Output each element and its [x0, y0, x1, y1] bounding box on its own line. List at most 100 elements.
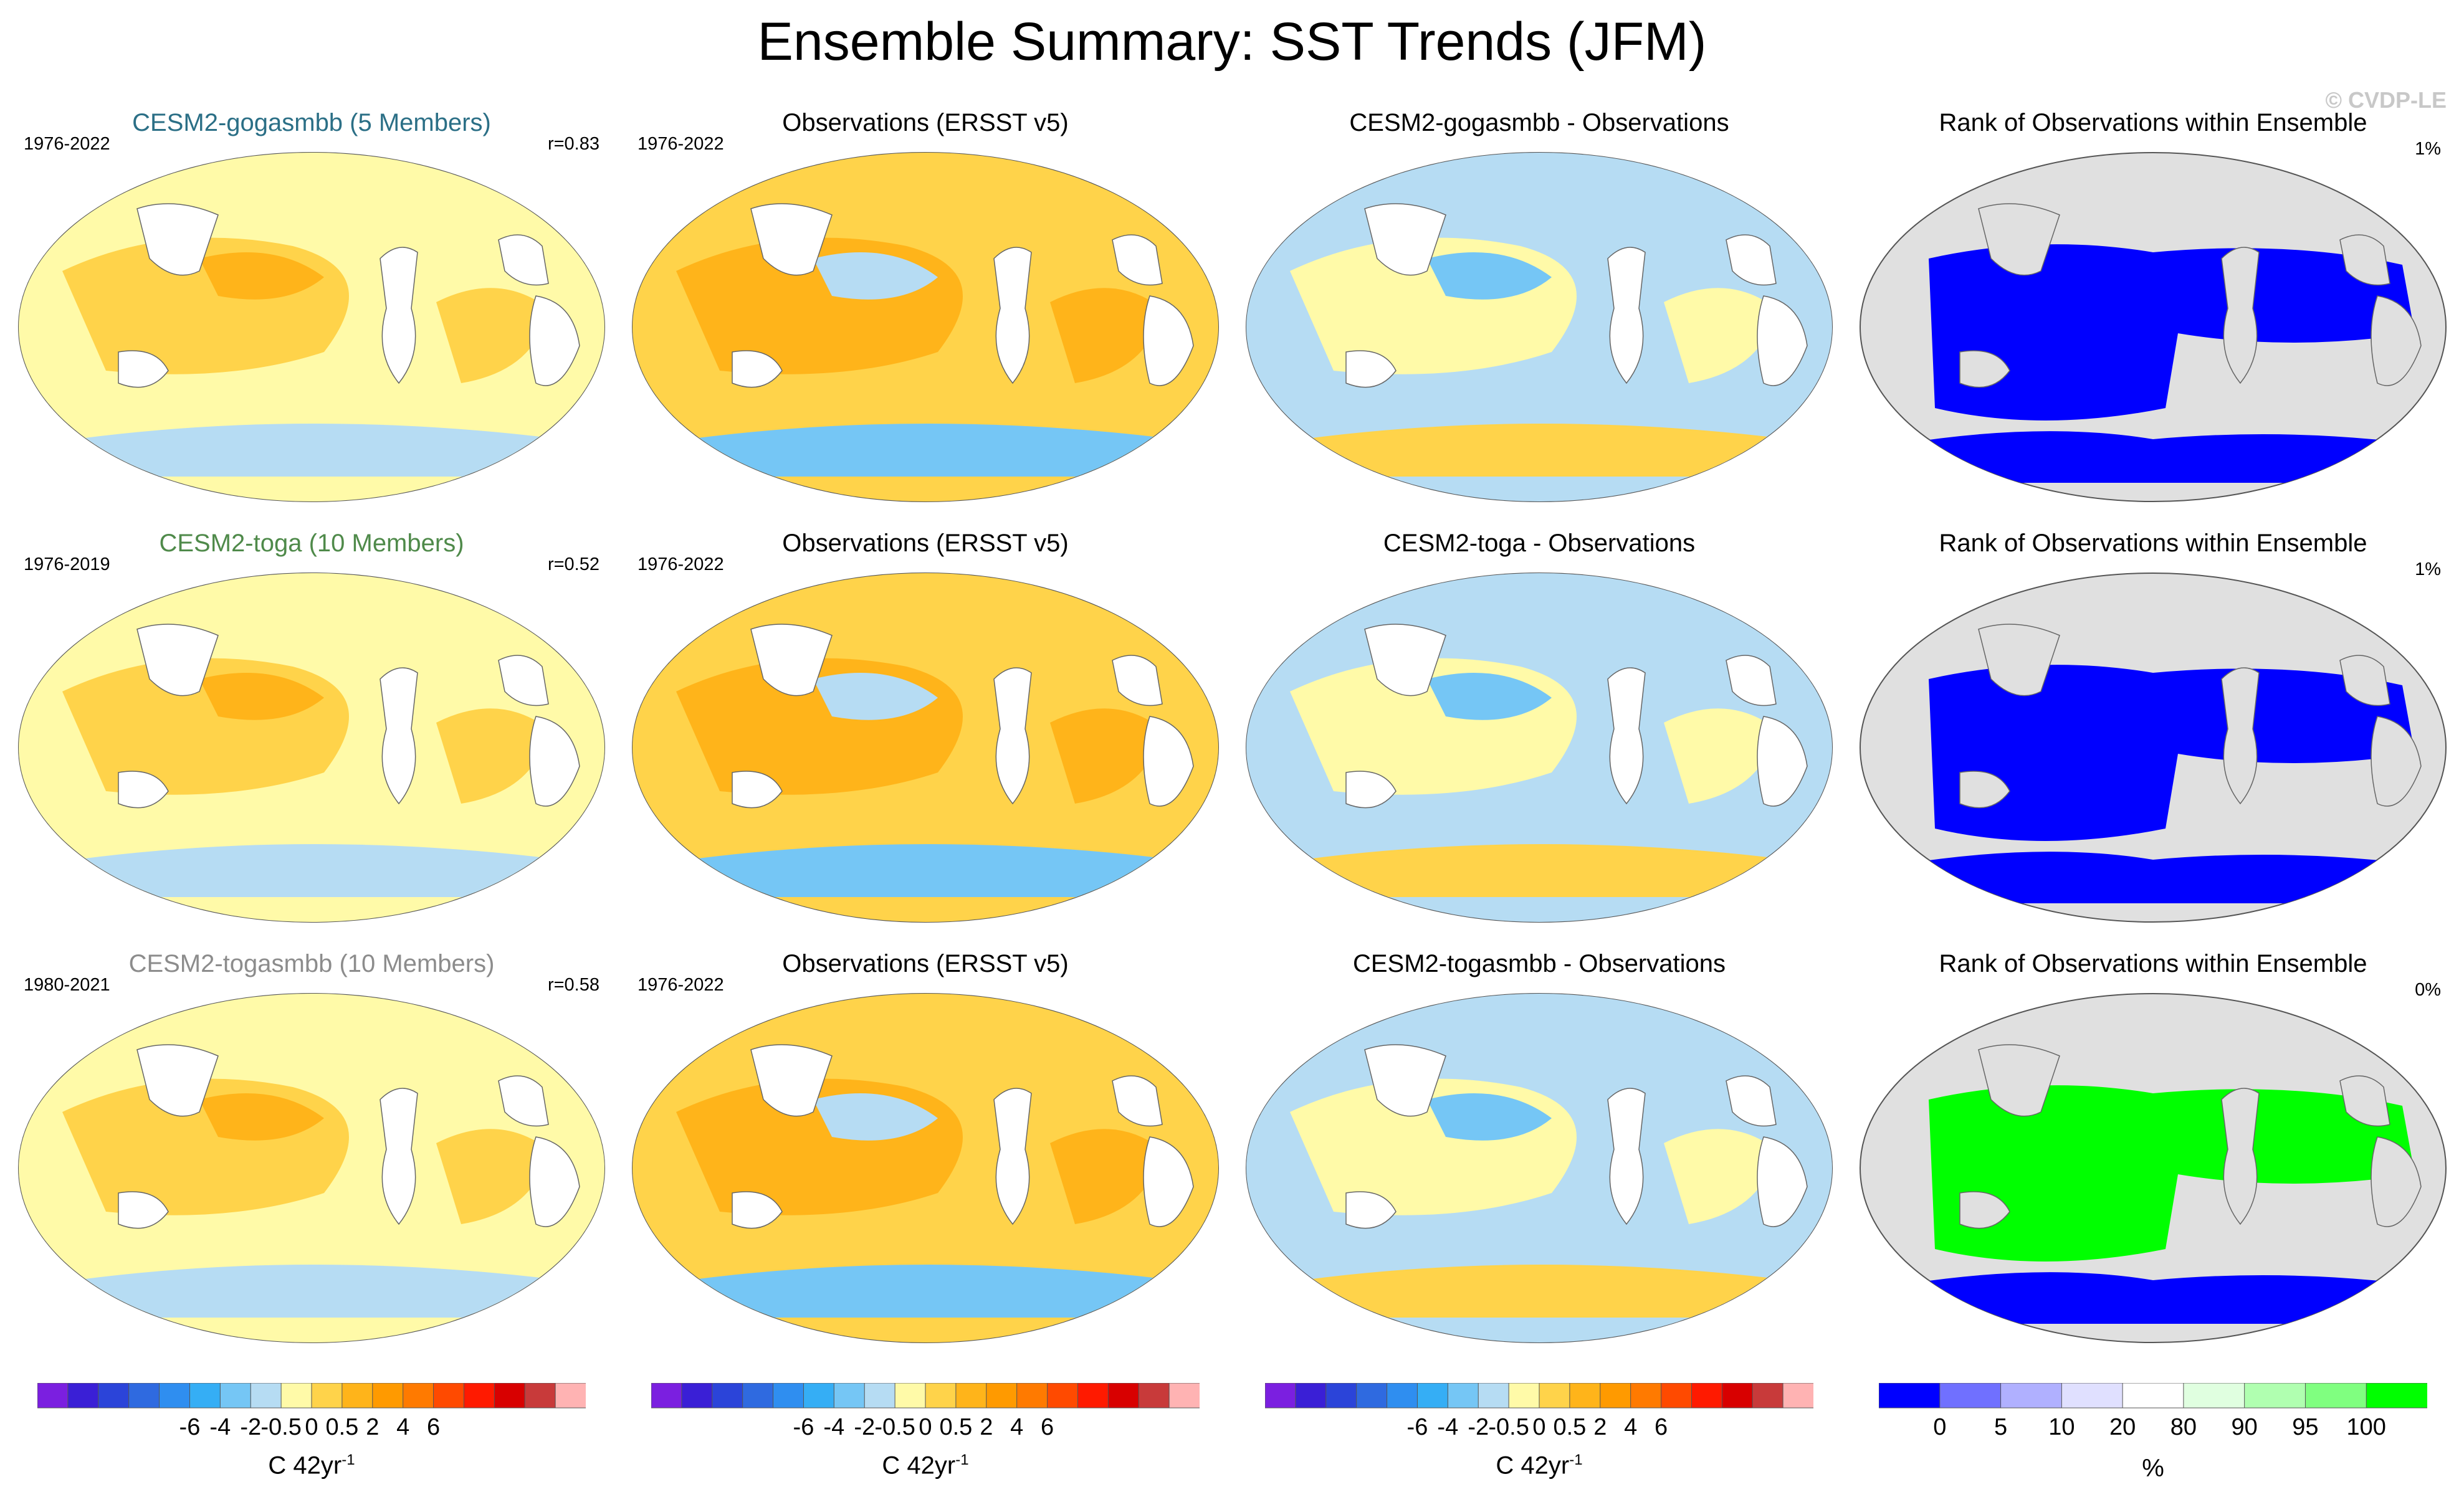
colorbar-swatch	[1539, 1382, 1570, 1409]
colorbar-tick-label: 4	[1624, 1414, 1638, 1440]
colorbar-swatch	[1508, 1382, 1540, 1409]
colorbar-swatch	[1569, 1382, 1601, 1409]
colorbar-swatch	[2122, 1382, 2184, 1409]
colorbar-swatches	[37, 1382, 586, 1409]
colorbar-swatch	[1264, 1382, 1296, 1409]
field-shading	[633, 153, 1218, 501]
panel-title: Rank of Observations within Ensemble	[1939, 109, 2367, 136]
colorbar-swatch	[955, 1382, 987, 1409]
landmass	[1726, 1075, 1777, 1127]
field-shading	[19, 153, 604, 501]
landmass	[118, 1191, 169, 1229]
colorbar-swatch	[651, 1382, 682, 1409]
colorbar-swatch	[2244, 1382, 2306, 1409]
landmass	[1726, 655, 1777, 706]
panel-title: CESM2-togasmbb (10 Members)	[128, 950, 495, 977]
colorbar-tick-label: 5	[1994, 1414, 2008, 1440]
colorbar-swatch	[1356, 1382, 1388, 1409]
colorbar-swatch	[2183, 1382, 2245, 1409]
colorbar-swatch	[494, 1382, 526, 1409]
landmass	[1143, 716, 1194, 807]
colorbar-swatch	[250, 1382, 282, 1409]
colorbar-swatch	[433, 1382, 465, 1409]
colorbar-tick-label: -4	[209, 1414, 231, 1440]
robinson-map	[1246, 993, 1833, 1343]
obs-panel: Observations (ERSST v5) 1976-2022	[626, 530, 1225, 923]
colorbar-swatch	[681, 1382, 713, 1409]
colorbar-swatch	[1325, 1382, 1357, 1409]
landmass	[2221, 1088, 2260, 1225]
colorbar-swatch	[2061, 1382, 2124, 1409]
rank-region	[1891, 431, 2427, 483]
colorbar-tick-label: 80	[2170, 1414, 2197, 1440]
colorbar-swatch	[1478, 1382, 1510, 1409]
panel-title: Observations (ERSST v5)	[782, 950, 1069, 977]
robinson-map	[632, 152, 1219, 502]
field-shading	[19, 573, 604, 922]
landmass	[1607, 1088, 1646, 1225]
colorbar-tick-label: 0	[305, 1414, 318, 1440]
panel-title: CESM2-toga - Observations	[1383, 530, 1696, 557]
rank-region	[1929, 665, 2415, 841]
colorbar-unit: C 42yr-1	[268, 1452, 355, 1480]
panel-title: CESM2-gogasmbb (5 Members)	[132, 109, 491, 136]
rank-panel: Rank of Observations within Ensemble 1%	[1854, 109, 2452, 502]
landmass	[732, 1191, 783, 1229]
colorbar-tick-label: 2	[366, 1414, 380, 1440]
colorbar-swatch	[1691, 1382, 1723, 1409]
rank-region	[1891, 852, 2427, 903]
rank-percent: 1%	[2415, 559, 2441, 579]
landmass	[1607, 667, 1646, 805]
colorbar-swatch	[1661, 1382, 1693, 1409]
field-shading	[19, 994, 604, 1342]
colorbar-swatch	[1138, 1382, 1170, 1409]
landmass	[2339, 234, 2390, 286]
colorbar-swatch	[864, 1382, 896, 1409]
colorbar-swatch	[1295, 1382, 1327, 1409]
robinson-map	[18, 573, 605, 923]
colorbar-tick-label: 4	[1010, 1414, 1024, 1440]
landmass	[1112, 655, 1163, 706]
landmass	[732, 350, 783, 388]
colorbar-swatches	[651, 1382, 1200, 1409]
obs-panel: Observations (ERSST v5) 1976-2022	[626, 109, 1225, 502]
colorbar-swatch	[894, 1382, 927, 1409]
rank-region	[1929, 244, 2415, 421]
colorbar-tick-label: 0.5	[939, 1414, 973, 1440]
colorbar-swatch	[1016, 1382, 1048, 1409]
rank-colorbar: 0 5 10 20 80 90 95 100 %	[1878, 1382, 2428, 1483]
period-label: 1976-2022	[637, 554, 724, 574]
colorbar-swatch	[712, 1382, 743, 1409]
colorbar-swatch	[37, 1382, 69, 1409]
colorbar-swatch	[742, 1382, 774, 1409]
landmass	[118, 350, 169, 388]
field-shading	[633, 994, 1218, 1342]
colorbar-swatch	[1721, 1382, 1754, 1409]
landmass	[1978, 203, 2060, 276]
colorbar-tick-label: 0	[1933, 1414, 1947, 1440]
diff-panel: CESM2-toga - Observations	[1240, 530, 1838, 923]
colorbar-swatch	[2000, 1382, 2063, 1409]
colorbar-swatch	[1416, 1382, 1449, 1409]
landmass	[1112, 1075, 1163, 1127]
rank-panel: Rank of Observations within Ensemble 1%	[1854, 530, 2452, 923]
colorbar-swatch	[1752, 1382, 1784, 1409]
period-label: 1976-2022	[24, 134, 110, 154]
robinson-map	[632, 573, 1219, 923]
colorbar-tick-label: -0.5	[1488, 1414, 1529, 1440]
landmass	[380, 667, 418, 805]
colorbar-swatch	[1387, 1382, 1418, 1409]
landmass	[1959, 1191, 2010, 1229]
field-shading	[1891, 203, 2427, 483]
colorbar-tick-label: 10	[2048, 1414, 2075, 1440]
field-shading	[1246, 153, 1832, 501]
colorbar-swatch	[403, 1382, 434, 1409]
landmass	[136, 203, 219, 276]
colorbar-swatch	[524, 1382, 556, 1409]
colorbar-unit: %	[2142, 1455, 2164, 1482]
trend-colorbar-3: -6 -4 -2 -0.5 0 0.5 2 4 6 C 42yr-1	[1264, 1382, 1814, 1483]
landmass	[2221, 247, 2260, 384]
colorbar-tick-label: -2	[854, 1414, 876, 1440]
field-shading	[633, 573, 1218, 922]
colorbar-unit: C 42yr-1	[1496, 1452, 1583, 1480]
